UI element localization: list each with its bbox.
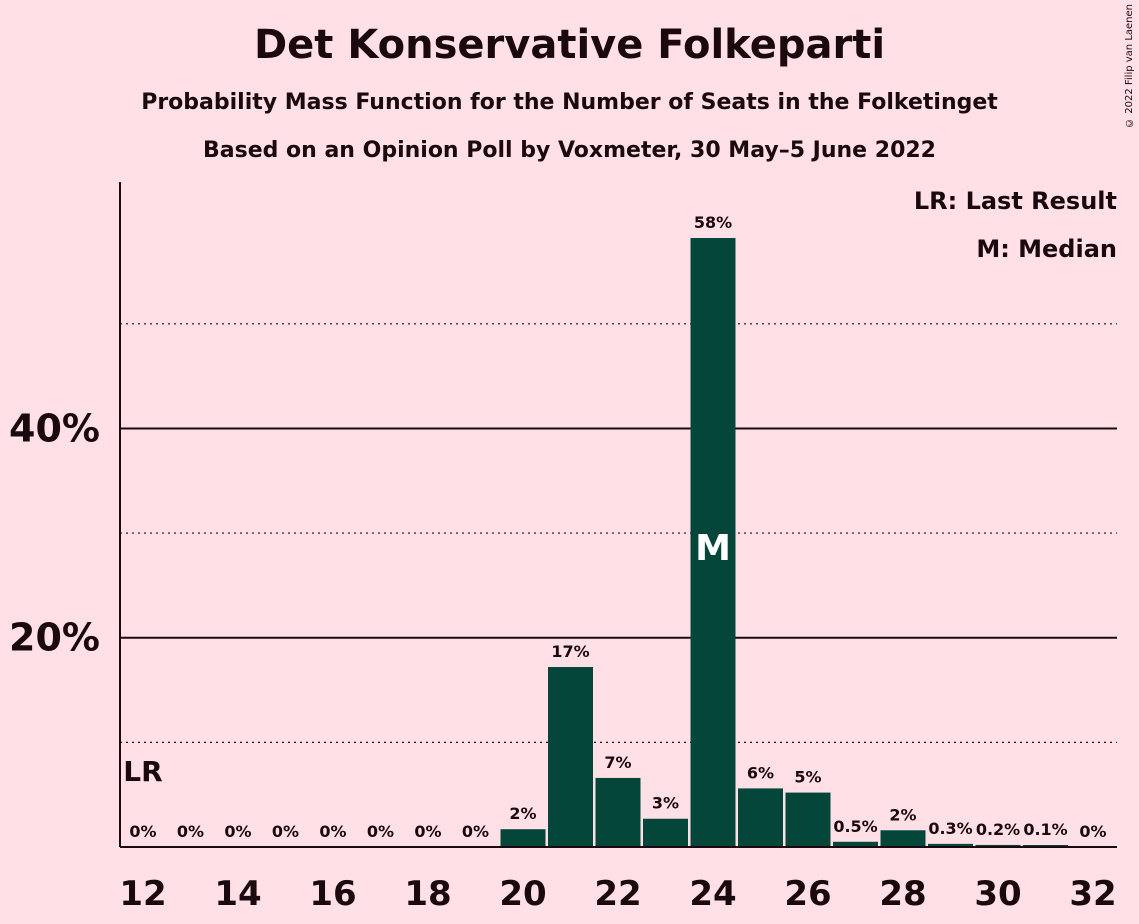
- data-label: 0%: [319, 822, 346, 841]
- bar-seats-24: [690, 238, 736, 847]
- chart-source-note: Based on an Opinion Poll by Voxmeter, 30…: [202, 138, 936, 163]
- data-label: 0%: [462, 822, 489, 841]
- data-label: 17%: [551, 642, 589, 661]
- data-label: 6%: [747, 763, 774, 782]
- data-label: 7%: [604, 753, 631, 772]
- data-label: 0%: [1079, 822, 1106, 841]
- x-tick-label: 14: [214, 874, 261, 914]
- data-label: 0.3%: [928, 819, 972, 838]
- data-label: 0.2%: [976, 820, 1020, 839]
- y-tick-label: 40%: [9, 406, 100, 450]
- x-tick-label: 18: [404, 874, 451, 914]
- bar-seats-27: [833, 841, 878, 847]
- data-label: 0%: [129, 822, 156, 841]
- data-label: 0%: [224, 822, 251, 841]
- data-label: 2%: [509, 804, 536, 823]
- x-tick-label: 26: [784, 874, 831, 914]
- x-tick-label: 20: [499, 874, 546, 914]
- bar-seats-21: [548, 667, 593, 847]
- x-tick-label: 12: [119, 874, 166, 914]
- x-tick-label: 22: [594, 874, 641, 914]
- legend-median: M: Median: [976, 235, 1117, 263]
- data-label: 0%: [367, 822, 394, 841]
- legend-last-result: LR: Last Result: [914, 187, 1117, 215]
- axes: 20% 40% 12 14 16 18 20 22 24 26 28 30 32: [9, 182, 1117, 914]
- data-label: 5%: [794, 768, 821, 787]
- gridlines: [120, 323, 1117, 743]
- x-tick-label: 28: [879, 874, 926, 914]
- y-tick-label: 20%: [9, 616, 100, 660]
- data-label: 2%: [889, 805, 916, 824]
- bar-seats-26: [785, 792, 831, 847]
- median-marker: M: [695, 528, 731, 569]
- bars: [500, 238, 1068, 847]
- data-label: 0%: [272, 822, 299, 841]
- bar-seats-29: [928, 843, 973, 847]
- x-tick-label: 30: [974, 874, 1021, 914]
- data-label: 58%: [694, 213, 732, 232]
- bar-seats-25: [738, 788, 783, 847]
- bar-seats-20: [500, 829, 546, 847]
- chart-subtitle: Probability Mass Function for the Number…: [141, 90, 998, 115]
- data-label: 0%: [414, 822, 441, 841]
- data-labels: 0% 0% 0% 0% 0% 0% 0% 0% 2% 17% 7% 3% 58% 6% 5% 0.5% 2% 0.…: [123, 213, 1106, 841]
- data-label: 3%: [652, 794, 679, 813]
- bar-seats-28: [880, 830, 926, 847]
- chart-title: Det Konservative Folkeparti: [253, 22, 886, 68]
- last-result-marker: LR: [123, 755, 162, 788]
- bar-seats-23: [643, 818, 688, 847]
- bar-seats-22: [595, 777, 641, 847]
- x-tick-label: 24: [689, 874, 736, 914]
- bar-seats-30: [975, 844, 1021, 847]
- data-label: 0%: [177, 822, 204, 841]
- x-tick-label: 32: [1069, 874, 1116, 914]
- x-tick-label: 16: [309, 874, 356, 914]
- data-label: 0.1%: [1023, 820, 1067, 839]
- data-label: 0.5%: [833, 817, 877, 836]
